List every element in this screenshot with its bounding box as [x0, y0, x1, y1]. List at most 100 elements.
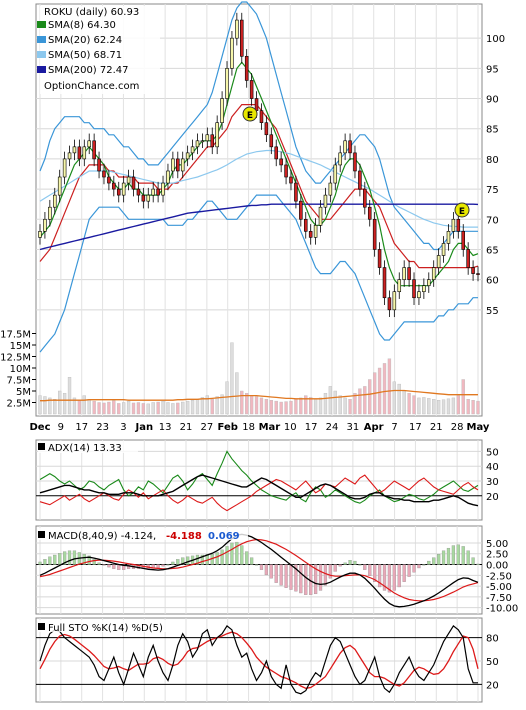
- volume-bar: [136, 402, 141, 415]
- macd-histogram-bar: [186, 556, 190, 565]
- macd-histogram-bar: [407, 564, 411, 577]
- macd-histogram-bar: [269, 564, 273, 579]
- volume-bar: [353, 393, 357, 415]
- x-tick-label: 21: [430, 422, 443, 433]
- adx-tick-label: 30: [486, 477, 499, 488]
- volume-bar: [240, 390, 244, 415]
- volume-bar: [392, 381, 396, 415]
- macd-line: [39, 533, 479, 608]
- volume-bar: [368, 379, 372, 415]
- macd-histogram-bar: [53, 554, 57, 565]
- volume-bar: [58, 390, 62, 415]
- price-tick-label: 75: [486, 185, 499, 196]
- volume-bar: [220, 394, 224, 415]
- x-tick-label: 9: [58, 422, 64, 433]
- candle-body: [412, 279, 416, 299]
- volume-bar: [402, 390, 406, 415]
- volume-bar: [412, 395, 416, 415]
- volume-tick-label: 17.5M: [0, 330, 31, 341]
- price-tick-label: 100: [486, 34, 505, 45]
- volume-bar: [279, 401, 283, 415]
- macd-hist-value: 0.069: [208, 531, 240, 542]
- candle-body: [53, 194, 57, 208]
- macd-histogram-bar: [446, 547, 451, 565]
- volume-bar: [299, 397, 303, 415]
- candle-body: [303, 218, 308, 232]
- candle-body: [205, 134, 210, 142]
- candle-body: [441, 243, 446, 256]
- macd-histogram-bar: [264, 564, 268, 576]
- volume-tick-label: 12.5M: [0, 353, 31, 364]
- candle-body: [156, 188, 160, 196]
- sto-tick-label: 50: [486, 657, 499, 668]
- sma200-line: [39, 203, 479, 251]
- candle-body: [38, 231, 42, 238]
- sma8-line: [39, 61, 479, 287]
- candle-body: [141, 194, 146, 202]
- volume-bar: [313, 399, 318, 415]
- legend-swatch-sma8: [37, 21, 46, 28]
- macd-tick-label: -2.50: [486, 571, 512, 582]
- macd-label: MACD(8,40,9) -4.124,: [48, 531, 156, 542]
- candle-body: [427, 279, 431, 286]
- axis-labels: 55 60 65 70 75 80 85 90 95 100 Dec 9 17 23 3 Jan 13 21 27 F…: [0, 34, 518, 691]
- volume-bar: [112, 400, 116, 415]
- volume-bar: [151, 402, 155, 415]
- adx-line: [39, 474, 479, 507]
- volume-bar: [432, 399, 436, 415]
- volume-bar: [294, 399, 298, 415]
- x-tick-label: 17: [305, 422, 318, 433]
- volume-bar: [230, 342, 234, 415]
- volume-bar: [48, 397, 52, 415]
- candle-body: [397, 279, 402, 293]
- candle-body: [259, 110, 264, 123]
- macd-histogram-bar: [456, 544, 460, 565]
- volume-bar: [343, 397, 347, 415]
- volume-bar: [471, 400, 475, 415]
- candle-body: [112, 182, 116, 190]
- macd-histogram-bar: [166, 564, 170, 566]
- candle-body: [161, 182, 165, 196]
- volume-bar: [107, 401, 111, 415]
- volume-bars: [38, 342, 480, 415]
- x-tick-label: Jan: [134, 422, 153, 433]
- macd-histogram-bar: [62, 551, 67, 565]
- macd-tick-label: 5.00: [486, 539, 508, 550]
- candle-body: [235, 19, 239, 39]
- macd-histogram-bar: [382, 564, 387, 591]
- volume-bar: [309, 397, 313, 415]
- legend-swatch-sma200: [37, 66, 46, 73]
- candle-body: [215, 122, 219, 148]
- x-tick-label: 17: [75, 422, 88, 433]
- volume-bar: [122, 402, 126, 415]
- candle-body: [387, 297, 392, 311]
- volume-bar: [181, 401, 185, 415]
- macd-tick-label: -10.00: [486, 604, 518, 615]
- x-tick-label: May: [467, 422, 490, 433]
- candle-body: [269, 134, 274, 148]
- price-tick-label: 80: [486, 155, 499, 166]
- earnings-letter: E: [459, 207, 465, 217]
- macd-histogram-bar: [437, 554, 441, 565]
- volume-bar: [156, 401, 160, 415]
- adx-plus-di-line: [39, 450, 479, 504]
- volume-bar: [451, 397, 456, 415]
- macd-histogram-bar: [67, 550, 72, 565]
- adx-swatch: [38, 443, 45, 450]
- macd-swatch: [38, 531, 45, 538]
- macd-histogram-bar: [461, 546, 465, 565]
- macd-histogram-bar: [102, 564, 106, 566]
- candle-body: [402, 267, 406, 280]
- candle-body: [97, 158, 101, 172]
- adx-title: ADX(14) 13.33: [38, 441, 138, 454]
- candle-body: [476, 273, 480, 275]
- macd-histogram-bar: [156, 564, 160, 569]
- macd-histogram-bar: [323, 564, 328, 586]
- macd-histogram-bar: [348, 560, 352, 565]
- macd-histogram-bar: [358, 564, 362, 566]
- candle-body: [48, 206, 52, 220]
- sto-k-line: [39, 625, 478, 695]
- legend-background: [40, 6, 160, 94]
- macd-histogram-bar: [304, 564, 308, 595]
- volume-bar: [166, 402, 170, 415]
